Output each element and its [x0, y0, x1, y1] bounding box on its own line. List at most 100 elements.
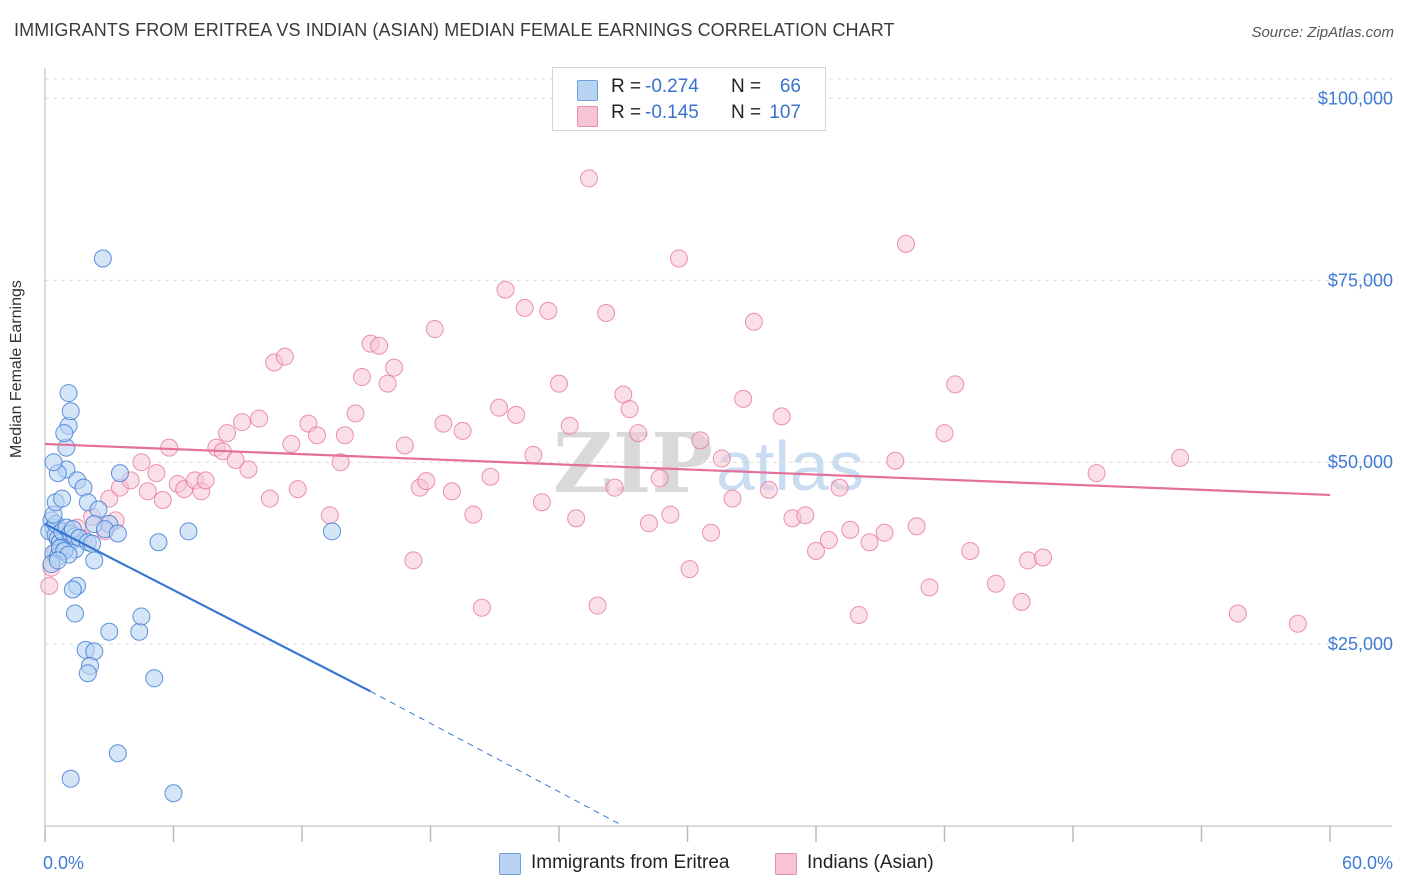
point-eritrea	[83, 534, 102, 553]
point-indians-asian	[772, 407, 791, 426]
point-indians-asian	[680, 560, 699, 579]
bottom-legend-swatch-indians	[775, 853, 797, 875]
point-indians-asian	[830, 478, 849, 497]
point-eritrea	[164, 784, 183, 803]
point-indians-asian	[378, 374, 397, 393]
point-indians-asian	[250, 409, 269, 428]
point-indians-asian	[346, 404, 365, 423]
legend-r-value: -0.274	[645, 76, 699, 97]
legend-n-value: 107	[769, 102, 801, 123]
trendline-eritrea	[44, 523, 372, 693]
point-eritrea	[65, 604, 84, 623]
point-indians-asian	[417, 472, 436, 491]
point-indians-asian	[597, 304, 616, 323]
point-indians-asian	[579, 169, 598, 188]
point-indians-asian	[841, 520, 860, 539]
point-indians-asian	[875, 523, 894, 542]
legend-row-eritrea: R = -0.274 N = 66	[553, 76, 825, 102]
point-indians-asian	[260, 489, 279, 508]
point-indians-asian	[40, 576, 59, 595]
point-indians-asian	[650, 469, 669, 488]
point-eritrea	[44, 453, 63, 472]
point-indians-asian	[490, 398, 509, 417]
point-indians-asian	[496, 280, 515, 299]
point-eritrea	[63, 580, 82, 599]
legend-n-label: N =	[731, 102, 762, 123]
point-eritrea	[61, 402, 80, 421]
y-tick-label: $50,000	[1328, 452, 1393, 472]
point-eritrea	[59, 384, 78, 403]
point-indians-asian	[896, 234, 915, 253]
point-indians-asian	[395, 436, 414, 455]
point-eritrea	[61, 769, 80, 788]
point-eritrea	[78, 664, 97, 683]
point-eritrea	[132, 607, 151, 626]
point-indians-asian	[920, 578, 939, 597]
point-indians-asian	[1012, 592, 1031, 611]
point-indians-asian	[702, 523, 721, 542]
legend: R = -0.274 N = 66 R = -0.145 N = 107	[552, 67, 826, 131]
point-indians-asian	[661, 505, 680, 524]
point-indians-asian	[1087, 464, 1106, 483]
x-tick-label: 60.0%	[1342, 853, 1393, 873]
point-indians-asian	[138, 482, 157, 501]
point-indians-asian	[744, 312, 763, 331]
chart-source: Source: ZipAtlas.com	[1251, 24, 1394, 41]
point-eritrea	[108, 744, 127, 763]
point-indians-asian	[669, 249, 688, 268]
point-indians-asian	[691, 431, 710, 450]
point-indians-asian	[886, 451, 905, 470]
point-indians-asian	[712, 449, 731, 468]
point-indians-asian	[472, 598, 491, 617]
point-indians-asian	[481, 467, 500, 486]
point-eritrea	[130, 622, 149, 641]
point-indians-asian	[986, 574, 1005, 593]
point-indians-asian	[860, 533, 879, 552]
point-indians-asian	[524, 445, 543, 464]
point-indians-asian	[946, 375, 965, 394]
point-indians-asian	[404, 551, 423, 570]
point-indians-asian	[425, 320, 444, 339]
point-indians-asian	[935, 424, 954, 443]
legend-r-value: -0.145	[645, 102, 699, 123]
point-eritrea	[55, 424, 74, 443]
legend-swatch-indians	[577, 106, 598, 127]
point-eritrea	[108, 524, 127, 543]
point-indians-asian	[1171, 448, 1190, 467]
point-indians-asian	[539, 301, 558, 320]
trendline-indians-asian	[44, 442, 1331, 497]
point-indians-asian	[1228, 604, 1247, 623]
trendline-eritrea-extension	[370, 690, 624, 827]
bottom-legend-swatch-eritrea	[499, 853, 521, 875]
point-eritrea	[100, 622, 119, 641]
point-indians-asian	[907, 517, 926, 536]
point-eritrea	[93, 249, 112, 268]
point-indians-asian	[819, 531, 838, 550]
point-eritrea	[322, 522, 341, 541]
point-indians-asian	[442, 482, 461, 501]
y-tick-label: $100,000	[1318, 88, 1393, 108]
point-indians-asian	[849, 605, 868, 624]
point-eritrea	[149, 533, 168, 552]
point-eritrea	[110, 464, 129, 483]
point-indians-asian	[153, 491, 172, 510]
legend-r-label: R =	[611, 102, 642, 123]
point-indians-asian	[385, 358, 404, 377]
point-indians-asian	[453, 421, 472, 440]
point-eritrea	[48, 551, 67, 570]
point-indians-asian	[331, 453, 350, 472]
point-indians-asian	[515, 298, 534, 317]
legend-swatch-eritrea	[577, 80, 598, 101]
point-eritrea	[145, 669, 164, 688]
point-indians-asian	[639, 514, 658, 533]
point-indians-asian	[233, 413, 252, 432]
point-indians-asian	[307, 426, 326, 445]
point-indians-asian	[335, 426, 354, 445]
point-indians-asian	[1019, 551, 1038, 570]
point-indians-asian	[434, 414, 453, 433]
legend-row-indians: R = -0.145 N = 107	[553, 102, 825, 128]
point-indians-asian	[796, 506, 815, 525]
point-indians-asian	[288, 480, 307, 499]
point-indians-asian	[132, 453, 151, 472]
